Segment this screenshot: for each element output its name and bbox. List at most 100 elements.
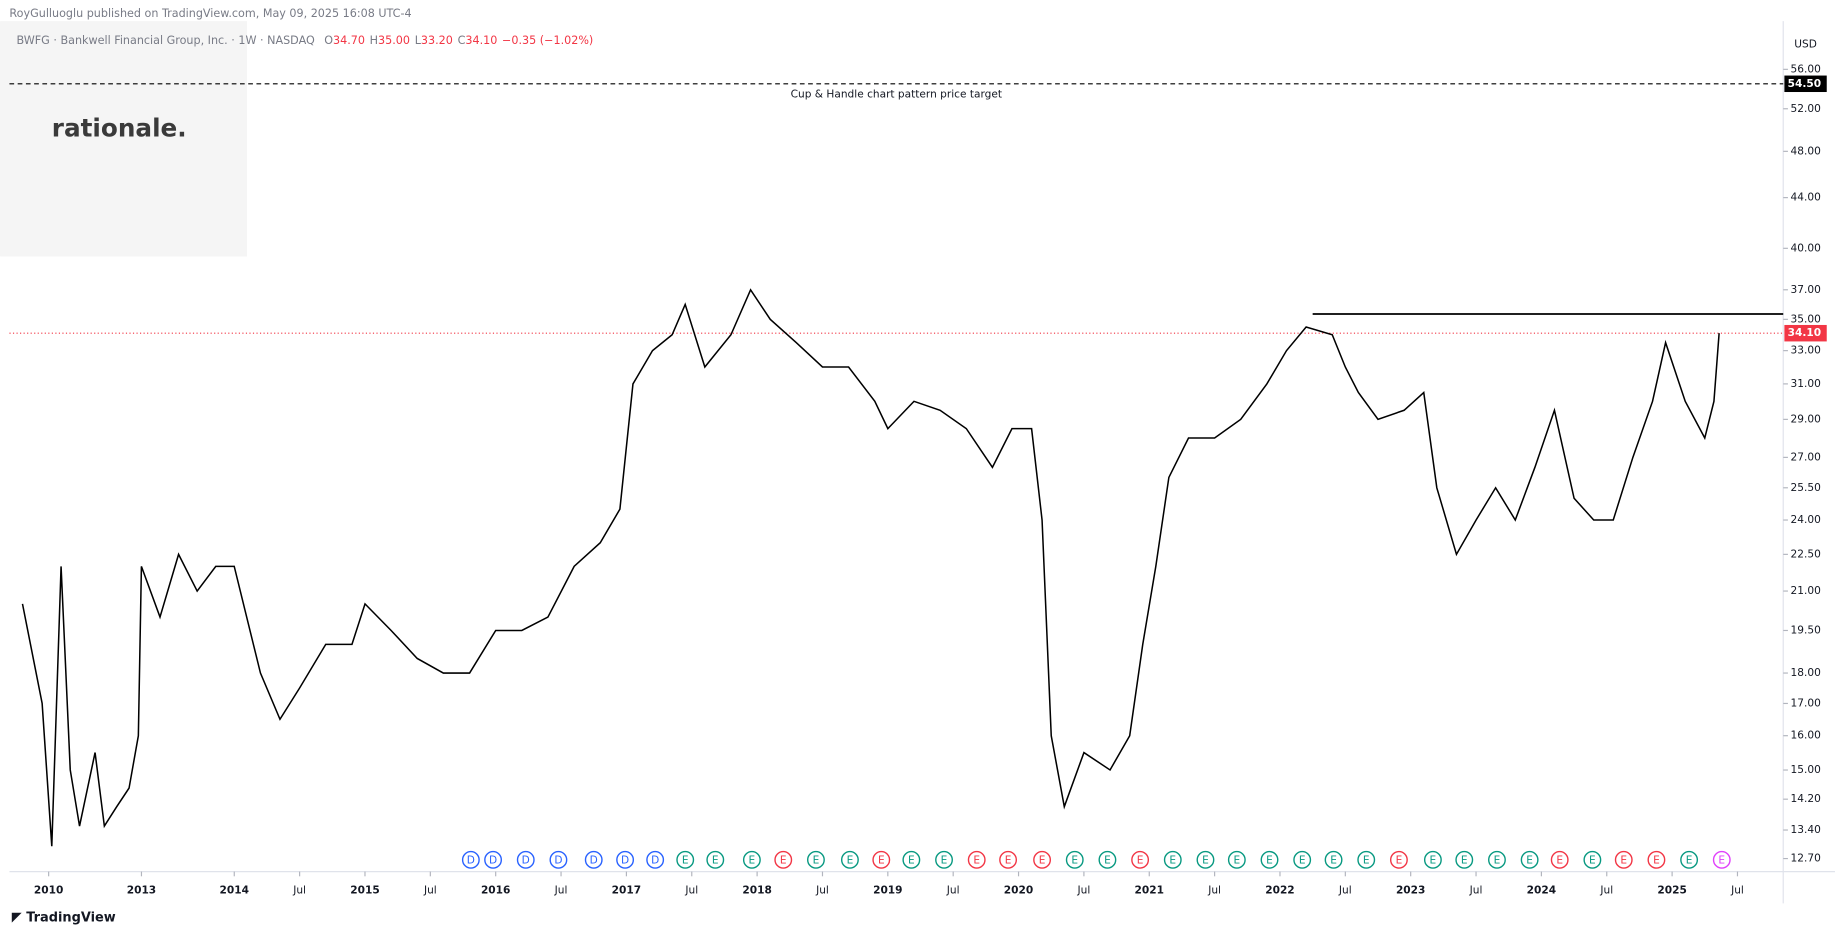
- x-tick-label: 2020: [1004, 884, 1033, 896]
- change: −0.35 (−1.02%): [502, 34, 593, 47]
- event-label: E: [1266, 854, 1273, 866]
- target-label: 54.50: [1788, 78, 1821, 90]
- event-label: D: [621, 854, 629, 866]
- event-label: E: [1430, 854, 1437, 866]
- event-label: E: [1137, 854, 1144, 866]
- x-tick-label: 2019: [873, 884, 902, 896]
- event-label: E: [1005, 854, 1012, 866]
- event-marker: [1550, 850, 1569, 869]
- event-label: E: [1494, 854, 1501, 866]
- y-tick-label: 37.00: [1791, 284, 1822, 296]
- ohlc-key: O: [324, 34, 333, 47]
- event-label: E: [1202, 854, 1209, 866]
- x-tick-label: 2013: [127, 884, 156, 896]
- event-marker: [1455, 850, 1474, 869]
- x-tick-label: Jul: [684, 884, 698, 896]
- footer: ◤ TradingView: [12, 910, 116, 925]
- target-text: Cup & Handle chart pattern price target: [791, 88, 1002, 100]
- event-marker: [1357, 850, 1376, 869]
- event-marker: [1389, 850, 1408, 869]
- event-marker: [584, 850, 603, 869]
- event-marker: [1712, 850, 1731, 869]
- event-label: D: [489, 854, 497, 866]
- event-marker: [461, 850, 480, 869]
- event-label: E: [1461, 854, 1468, 866]
- event-marker: [742, 850, 761, 869]
- y-tick-label: 13.40: [1791, 824, 1822, 836]
- symbol-line: BWFG · Bankwell Financial Group, Inc. · …: [16, 34, 593, 47]
- event-label: E: [1718, 854, 1725, 866]
- y-tick-label: 12.70: [1791, 853, 1822, 865]
- event-marker: [1065, 850, 1084, 869]
- y-tick-label: 17.00: [1791, 697, 1822, 709]
- event-label: E: [1039, 854, 1046, 866]
- y-tick-label: 25.50: [1791, 482, 1822, 494]
- event-label: E: [682, 854, 689, 866]
- y-tick-label: 44.00: [1791, 192, 1822, 204]
- event-label: D: [522, 854, 530, 866]
- event-marker: [774, 850, 793, 869]
- x-tick-label: 2016: [481, 884, 510, 896]
- x-tick-label: 2024: [1527, 884, 1556, 896]
- event-marker: [840, 850, 859, 869]
- target-box: [1784, 75, 1827, 93]
- x-tick-label: Jul: [1599, 884, 1613, 896]
- last-price-label: 34.10: [1788, 327, 1821, 339]
- publisher: RoyGulluoglu published on TradingView.co…: [9, 7, 411, 20]
- event-label: E: [1556, 854, 1563, 866]
- event-label: D: [554, 854, 562, 866]
- x-tick-label: 2017: [612, 884, 641, 896]
- x-tick-label: Jul: [292, 884, 306, 896]
- y-tick-label: 15.00: [1791, 764, 1822, 776]
- x-tick-label: 2015: [350, 884, 379, 896]
- x-tick-label: Jul: [946, 884, 960, 896]
- event-label: E: [1233, 854, 1240, 866]
- event-marker: [999, 850, 1018, 869]
- event-marker: [1583, 850, 1602, 869]
- footer-brand: TradingView: [26, 910, 116, 925]
- y-tick-label: 18.00: [1791, 667, 1822, 679]
- event-marker: [1647, 850, 1666, 869]
- symbol: BWFG · Bankwell Financial Group, Inc. · …: [16, 34, 315, 47]
- price-line: [21, 288, 1720, 847]
- x-tick-label: 2025: [1657, 884, 1686, 896]
- event-marker: [1293, 850, 1312, 869]
- x-tick-label: Jul: [1077, 884, 1091, 896]
- y-tick-label: 33.00: [1791, 345, 1822, 357]
- event-marker: [549, 850, 568, 869]
- event-marker: [1033, 850, 1052, 869]
- event-label: E: [1330, 854, 1337, 866]
- x-tick-label: 2010: [34, 884, 63, 896]
- event-label: D: [467, 854, 475, 866]
- event-label: E: [941, 854, 948, 866]
- event-label: E: [1526, 854, 1533, 866]
- y-tick-label: 48.00: [1791, 145, 1822, 157]
- event-label: E: [973, 854, 980, 866]
- event-marker: [902, 850, 921, 869]
- event-label: E: [749, 854, 756, 866]
- y-tick-label: 16.00: [1791, 730, 1822, 742]
- event-marker: [706, 850, 725, 869]
- x-tick-label: Jul: [815, 884, 829, 896]
- logo-box: [0, 21, 248, 257]
- last-price-box: [1784, 324, 1827, 342]
- event-marker: [1196, 850, 1215, 869]
- x-tick-label: Jul: [1469, 884, 1483, 896]
- event-label: E: [712, 854, 719, 866]
- event-label: E: [847, 854, 854, 866]
- ohlc-key: H: [370, 34, 378, 47]
- y-tick-label: 56.00: [1791, 63, 1822, 75]
- event-marker: [1324, 850, 1343, 869]
- event-marker: [1680, 850, 1699, 869]
- event-marker: [1488, 850, 1506, 869]
- event-label: E: [1299, 854, 1306, 866]
- x-tick-label: Jul: [554, 884, 568, 896]
- event-marker: [806, 850, 825, 869]
- event-marker: [1423, 850, 1442, 869]
- event-label: E: [1071, 854, 1078, 866]
- event-label: D: [590, 854, 598, 866]
- x-tick-label: Jul: [1338, 884, 1352, 896]
- event-marker: [616, 850, 635, 869]
